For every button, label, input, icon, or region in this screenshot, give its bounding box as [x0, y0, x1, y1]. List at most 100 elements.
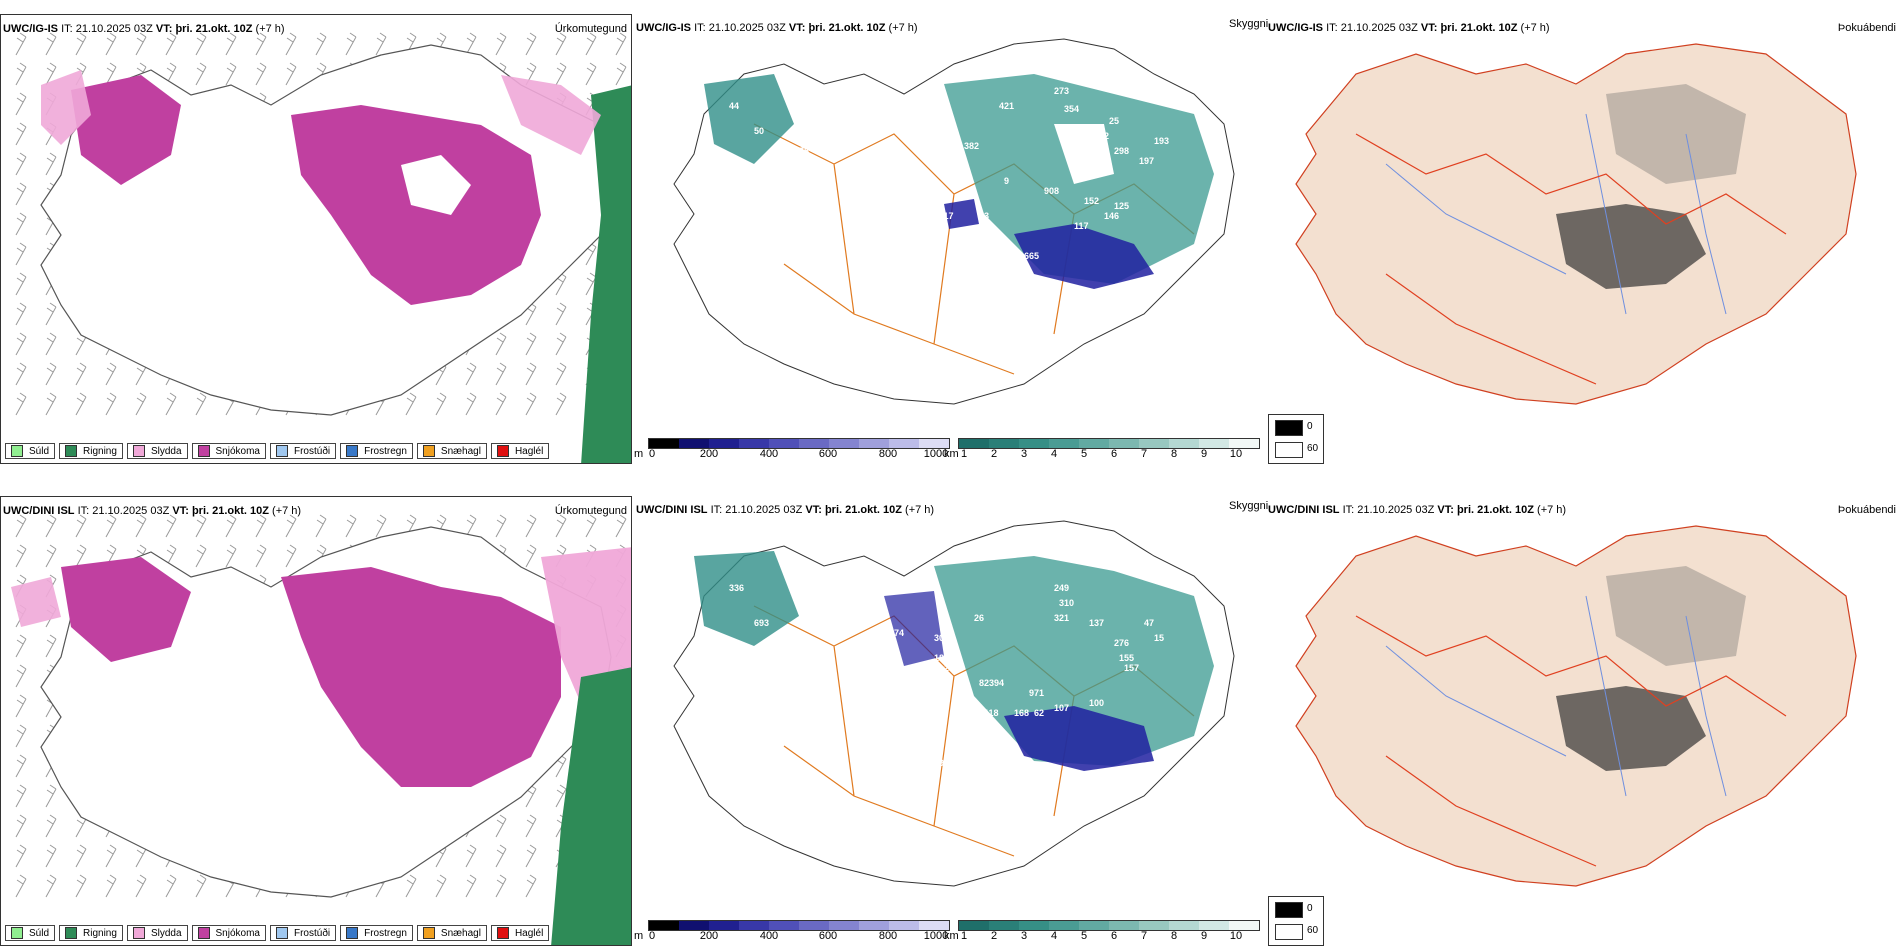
- wind-barb: [15, 814, 27, 838]
- wind-barb: [555, 362, 567, 386]
- tick-label: 10: [1229, 930, 1243, 942]
- tick-label: 9: [1200, 448, 1208, 460]
- wind-barb: [495, 392, 507, 416]
- wind-barb: [75, 392, 87, 416]
- model-name: UWC/IG-IS: [1268, 22, 1323, 34]
- cloud-base-label: 107: [1054, 703, 1069, 713]
- wind-barb: [555, 32, 567, 56]
- cloud-base-label: 298: [1114, 146, 1129, 156]
- fog-key-low: 0: [1307, 903, 1313, 914]
- cloud-base-label: 20: [944, 136, 954, 146]
- cloud-base-label: 321: [1054, 613, 1069, 623]
- wind-barb: [495, 844, 507, 868]
- tick-label: 3: [1020, 448, 1028, 460]
- fog-key-low: 0: [1307, 421, 1313, 432]
- wind-barb: [525, 32, 537, 56]
- cloud-base-label: 44: [729, 101, 739, 111]
- cloud-base-label: 137: [1089, 618, 1104, 628]
- visibility-title-bottom: UWC/DINI ISL IT: 21.10.2025 03Z VT: þri.…: [636, 504, 934, 516]
- wind-barb: [405, 874, 417, 898]
- cloud-base-label: 94: [994, 678, 1004, 688]
- cloud-base-label: 336: [729, 583, 744, 593]
- cloud-base-label: 382: [964, 141, 979, 151]
- tick-label: 1000: [923, 930, 949, 942]
- wind-barb: [585, 32, 597, 56]
- road-network: [1355, 133, 1787, 385]
- cloud-base-label: 117: [939, 211, 954, 221]
- cloud-base-label: 25: [1109, 116, 1119, 126]
- cloud-base-label: 249: [1054, 583, 1069, 593]
- wind-barb: [285, 544, 297, 568]
- fog-panel-bottom: UWC/DINI ISL IT: 21.10.2025 03Z VT: þri.…: [1266, 496, 1900, 946]
- legend-item: Frostúði: [269, 443, 337, 459]
- wind-barb: [495, 32, 507, 56]
- wind-barb: [45, 332, 57, 356]
- fog-zone-central: [1556, 686, 1706, 771]
- wind-barb: [15, 92, 27, 116]
- tick-label: 4: [1050, 448, 1058, 460]
- vt-label: VT:: [788, 22, 806, 34]
- vt-label: VT:: [1420, 22, 1438, 34]
- fog-zone-ne: [1606, 84, 1746, 184]
- cloud-base-label: 321: [1059, 124, 1074, 134]
- cloud-base-label: 157: [1124, 663, 1139, 673]
- wind-barb: [45, 62, 57, 86]
- wind-barb: [105, 362, 117, 386]
- it-label: IT:: [1326, 22, 1338, 34]
- cloud-base-label: 22: [914, 106, 924, 116]
- cloud-base-label: 210: [884, 91, 899, 101]
- wind-barb: [255, 62, 267, 86]
- legend-item: Súld: [5, 443, 56, 459]
- wind-barb: [15, 514, 27, 538]
- wind-barb: [75, 362, 87, 386]
- vt-label: VT:: [172, 505, 189, 517]
- wind-barb: [525, 392, 537, 416]
- cloud-base-label: 50: [754, 126, 764, 136]
- wind-barb: [135, 514, 147, 538]
- visibility-hole: [1054, 124, 1114, 184]
- legend-item: Snjókoma: [191, 443, 266, 459]
- wind-barb: [45, 634, 57, 658]
- tick-label: 0: [648, 930, 656, 942]
- it-label: IT:: [77, 505, 90, 517]
- skyggni-label: Skyggni: [1229, 18, 1269, 30]
- wind-barb: [15, 754, 27, 778]
- legend-label: Frostúði: [293, 927, 331, 939]
- fog-map-bottom: [1295, 525, 1857, 887]
- it-value: 21.10.2025 03Z: [1340, 22, 1418, 34]
- legend-item: Snæhagl: [416, 443, 487, 459]
- wind-barb: [225, 514, 237, 538]
- visibility-unit: km: [944, 930, 959, 942]
- precip-panel-top: UWC/IG-IS IT: 21.10.2025 03Z VT: þri. 21…: [0, 14, 632, 464]
- vt-value: þri. 21.okt. 10Z: [1440, 22, 1518, 34]
- wind-barb: [15, 664, 27, 688]
- precip-map-top: [15, 32, 631, 463]
- sleet-area-ne: [501, 75, 601, 155]
- wind-barb: [585, 514, 597, 538]
- wind-barb: [195, 32, 207, 56]
- wind-barb: [465, 362, 477, 386]
- visibility-zone-nw: [704, 74, 794, 164]
- wind-barb: [495, 362, 507, 386]
- wind-barb: [45, 814, 57, 838]
- wind-barb: [15, 182, 27, 206]
- legend-label: Snæhagl: [440, 927, 481, 939]
- wind-barb: [165, 514, 177, 538]
- legend-label: Haglél: [514, 927, 544, 939]
- wind-barb: [15, 302, 27, 326]
- wind-barb: [105, 62, 117, 86]
- wind-barb: [555, 784, 567, 808]
- lead-time: (+7 h): [255, 23, 285, 35]
- cloud-base-label: 15: [1154, 633, 1164, 643]
- wind-barb: [45, 152, 57, 176]
- snow-area-east: [281, 567, 561, 787]
- wind-barb: [15, 272, 27, 296]
- legend-label: Súld: [29, 445, 50, 457]
- cloud-base-label: 42: [994, 276, 1004, 286]
- wind-barb: [195, 544, 207, 568]
- fog-indicator-label: Þokuábendi: [1837, 22, 1896, 34]
- fog-indicator-label: Þokuábendi: [1837, 504, 1896, 516]
- wind-barb: [525, 814, 537, 838]
- cloud-base-label: 823: [979, 678, 994, 688]
